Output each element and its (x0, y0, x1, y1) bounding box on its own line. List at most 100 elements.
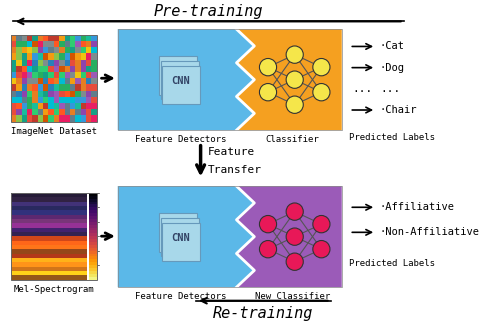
Bar (70, 84, 75, 91)
Text: ·Non-Affiliative: ·Non-Affiliative (380, 227, 480, 237)
Bar (11, 262, 87, 266)
Bar (70, 41, 75, 47)
Bar (89, 222, 96, 225)
Text: Feature Detectors: Feature Detectors (135, 135, 226, 144)
Text: ·Dog: ·Dog (380, 63, 405, 72)
Bar (11, 84, 16, 91)
Bar (92, 35, 96, 41)
Bar (43, 72, 49, 78)
Bar (86, 115, 92, 122)
Bar (89, 271, 96, 274)
Bar (22, 115, 27, 122)
Bar (27, 115, 32, 122)
Circle shape (260, 240, 276, 258)
Bar (89, 251, 96, 254)
Bar (11, 245, 87, 249)
Bar (76, 91, 80, 97)
Circle shape (260, 84, 276, 101)
Text: New Classifier: New Classifier (255, 292, 330, 301)
Bar (43, 60, 49, 66)
Bar (86, 103, 92, 109)
Bar (16, 84, 21, 91)
Bar (43, 97, 49, 103)
Text: ·Affiliative: ·Affiliative (380, 202, 455, 212)
Bar (80, 41, 86, 47)
Bar (80, 35, 86, 41)
Bar (11, 60, 16, 66)
Bar (59, 41, 64, 47)
Bar (92, 84, 96, 91)
FancyBboxPatch shape (161, 218, 198, 256)
Bar (11, 236, 87, 240)
Bar (64, 47, 70, 53)
Bar (54, 35, 59, 41)
Bar (70, 53, 75, 60)
Bar (70, 109, 75, 115)
Bar (89, 227, 96, 230)
Bar (11, 249, 87, 254)
Bar (16, 78, 21, 85)
Bar (92, 97, 96, 103)
Bar (22, 41, 27, 47)
Text: ImageNet Dataset: ImageNet Dataset (11, 127, 97, 136)
Bar (86, 60, 92, 66)
Bar (89, 216, 96, 219)
Bar (22, 66, 27, 72)
Bar (27, 41, 32, 47)
Bar (64, 66, 70, 72)
Bar (11, 232, 87, 236)
Bar (89, 268, 96, 271)
Bar (48, 66, 54, 72)
Bar (32, 78, 38, 85)
Bar (80, 84, 86, 91)
Bar (80, 66, 86, 72)
Bar (80, 47, 86, 53)
Bar (38, 115, 43, 122)
Bar (11, 66, 16, 72)
Bar (89, 236, 96, 239)
Bar (89, 202, 96, 204)
Bar (89, 210, 96, 213)
Bar (80, 109, 86, 115)
Bar (38, 78, 43, 85)
Bar (43, 115, 49, 122)
Bar (16, 109, 21, 115)
Polygon shape (236, 186, 342, 287)
Bar (54, 103, 59, 109)
Bar (27, 91, 32, 97)
Bar (11, 223, 87, 227)
Bar (86, 84, 92, 91)
Bar (16, 60, 21, 66)
Bar (38, 72, 43, 78)
Bar (22, 72, 27, 78)
Bar (76, 47, 80, 53)
Bar (59, 66, 64, 72)
Bar (27, 35, 32, 41)
Circle shape (313, 58, 330, 76)
Bar (76, 41, 80, 47)
Bar (54, 53, 59, 60)
Bar (89, 265, 96, 268)
Circle shape (313, 84, 330, 101)
Bar (86, 53, 92, 60)
Bar (11, 91, 16, 97)
Bar (22, 78, 27, 85)
Bar (89, 274, 96, 277)
Bar (70, 72, 75, 78)
FancyBboxPatch shape (162, 66, 200, 104)
FancyBboxPatch shape (162, 223, 200, 261)
Bar (11, 227, 87, 232)
Bar (16, 72, 21, 78)
Bar (11, 202, 87, 206)
Bar (89, 225, 96, 228)
Bar (54, 78, 59, 85)
Bar (76, 84, 80, 91)
Bar (89, 230, 96, 233)
Bar (22, 91, 27, 97)
Bar (16, 41, 21, 47)
Bar (92, 53, 96, 60)
Bar (32, 35, 38, 41)
Bar (38, 41, 43, 47)
Bar (11, 47, 16, 53)
Bar (59, 84, 64, 91)
